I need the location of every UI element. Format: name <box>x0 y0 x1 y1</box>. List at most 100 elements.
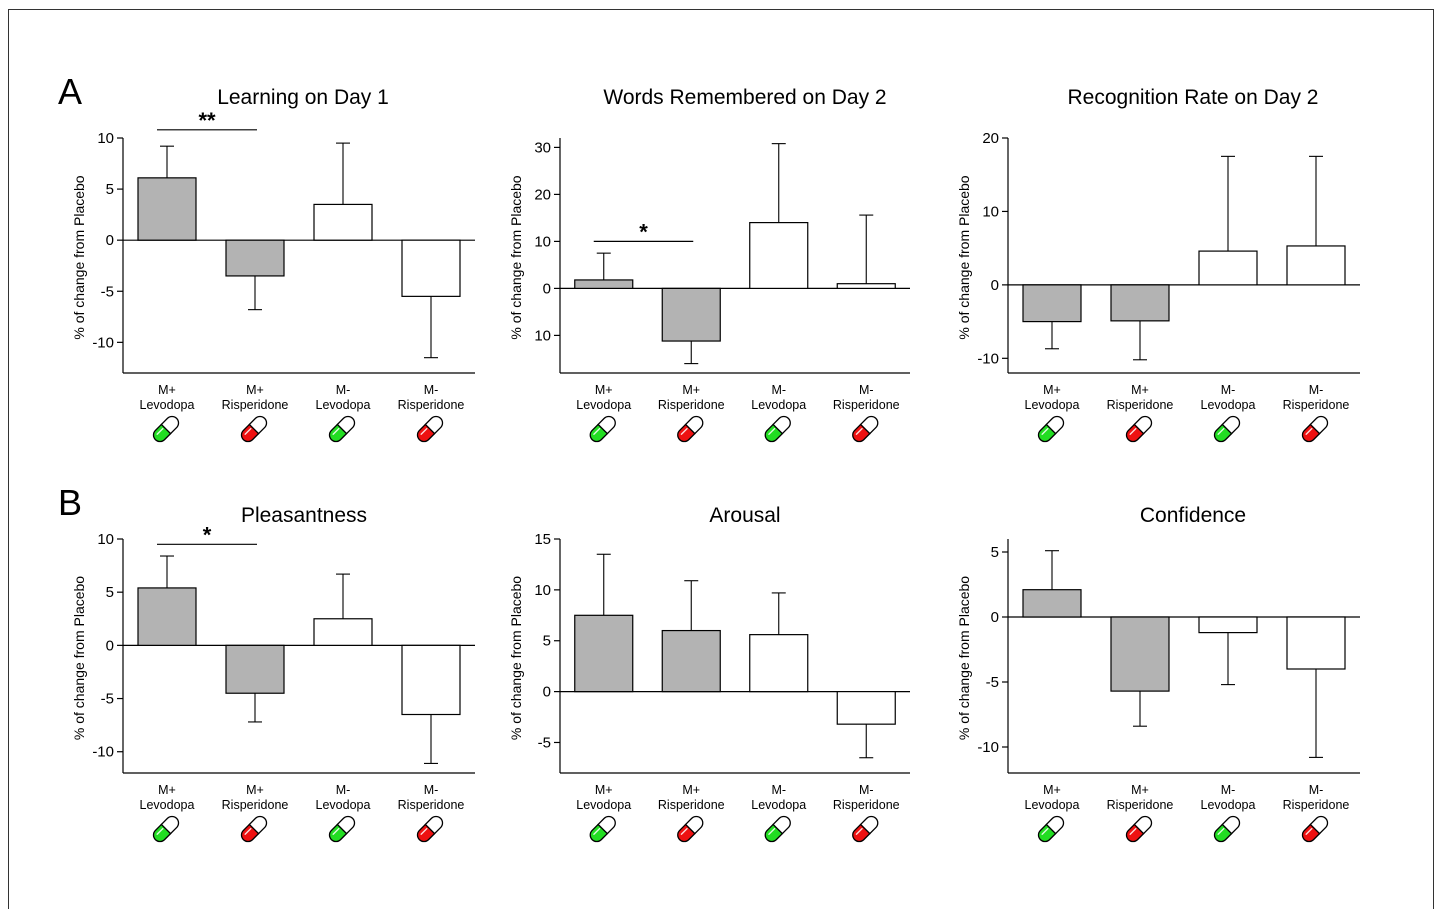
bar <box>661 287 721 342</box>
pill-icon <box>852 815 879 843</box>
x-tick-label: Risperidone <box>1283 798 1350 812</box>
y-tick-label: -10 <box>977 739 999 756</box>
x-tick-label: Risperidone <box>1107 398 1174 412</box>
pill-white-half <box>684 815 704 835</box>
chart-panel-6: Confidence % of change from Placebo 5 0 -5 -1… <box>956 504 1360 843</box>
pill-icon <box>240 815 268 843</box>
chart-panel-3: Recognition Rate on Day 2 % of change fro… <box>956 86 1360 443</box>
pill-highlight <box>1217 827 1225 836</box>
y-tick-label: 10 <box>534 327 551 344</box>
pill-highlight <box>855 827 863 836</box>
significance-label: * <box>203 522 212 547</box>
y-tick-label: 10 <box>97 531 114 548</box>
bar <box>836 691 896 725</box>
y-tick-label: -10 <box>92 334 114 351</box>
pill-icon <box>764 415 791 443</box>
pill-white-half <box>597 415 616 435</box>
x-tick-label: M+ <box>595 783 613 797</box>
bar <box>1110 284 1170 322</box>
pill-white-half <box>1309 815 1329 835</box>
bar <box>313 618 373 646</box>
pill-highlight <box>593 827 601 836</box>
chart-panel-4: Pleasantness % of change from Placebo 10 5 0… <box>71 504 475 843</box>
x-tick-label: M+ <box>246 783 264 797</box>
pill-colored-half <box>764 423 784 443</box>
x-tick-label: Risperidone <box>658 398 725 412</box>
pill-white-half <box>160 415 180 435</box>
x-tick-label: M- <box>1221 383 1236 397</box>
bar <box>1022 589 1082 618</box>
x-tick-label: Levodopa <box>751 798 806 812</box>
pill-colored-half <box>852 823 871 843</box>
y-tick-label: -10 <box>977 350 999 367</box>
pill-icon <box>1125 415 1153 443</box>
bar <box>137 177 197 241</box>
x-tick-label: M+ <box>682 783 700 797</box>
x-tick-label: Risperidone <box>1283 398 1350 412</box>
significance-label: * <box>639 219 648 244</box>
bar <box>1022 284 1082 323</box>
pill-colored-half <box>1213 823 1233 843</box>
x-tick-label: Levodopa <box>316 798 371 812</box>
pill-icon <box>852 415 879 443</box>
pill-highlight <box>768 827 776 836</box>
bar <box>574 614 634 693</box>
y-tick-label: 0 <box>991 277 999 294</box>
pill-white-half <box>248 415 268 435</box>
y-tick-label: 20 <box>982 130 999 147</box>
pill-highlight <box>1305 827 1313 836</box>
x-tick-label: Risperidone <box>658 798 725 812</box>
x-tick-label: M- <box>424 783 439 797</box>
x-tick-label: M- <box>859 783 874 797</box>
y-tick-label: 0 <box>543 684 551 701</box>
pill-highlight <box>244 427 252 436</box>
chart-title: Learning on Day 1 <box>217 86 389 109</box>
pill-colored-half <box>1301 823 1321 843</box>
x-tick-label: M+ <box>682 383 700 397</box>
pill-colored-half <box>764 823 784 843</box>
pill-highlight <box>1041 427 1049 436</box>
chart-panel-5: Arousal % of change from Placebo 15 10 5 0 -5 M… <box>508 504 910 843</box>
x-tick-label: M- <box>1309 383 1324 397</box>
pill-icon <box>1301 815 1329 843</box>
pill-icon <box>416 415 444 443</box>
pill-white-half <box>248 815 268 835</box>
x-tick-label: M- <box>424 383 439 397</box>
pill-highlight <box>156 827 164 836</box>
y-tick-label: 5 <box>991 544 999 561</box>
pill-icon <box>764 815 791 843</box>
x-tick-label: Risperidone <box>222 798 289 812</box>
x-tick-label: Levodopa <box>576 398 631 412</box>
x-tick-label: Levodopa <box>1201 398 1256 412</box>
x-tick-label: Risperidone <box>1107 798 1174 812</box>
x-tick-label: M- <box>771 383 786 397</box>
x-tick-label: M+ <box>595 383 613 397</box>
bar <box>661 629 721 693</box>
pill-colored-half <box>240 423 260 443</box>
pill-white-half <box>1133 415 1153 435</box>
y-tick-label: 0 <box>543 280 551 297</box>
pill-white-half <box>1133 815 1153 835</box>
bar <box>225 644 285 694</box>
pill-colored-half <box>152 823 172 843</box>
x-tick-label: Risperidone <box>398 398 465 412</box>
y-tick-label: -5 <box>986 674 999 691</box>
chart-title: Confidence <box>1140 504 1246 527</box>
pill-colored-half <box>677 423 696 443</box>
pill-colored-half <box>328 423 348 443</box>
bar <box>1286 616 1346 670</box>
pill-icon <box>152 415 180 443</box>
y-tick-label: 10 <box>97 130 114 147</box>
pill-white-half <box>859 815 879 835</box>
pill-icon <box>677 415 704 443</box>
y-tick-label: -5 <box>101 691 114 708</box>
pill-icon <box>1125 815 1153 843</box>
pill-colored-half <box>416 423 436 443</box>
x-tick-label: Levodopa <box>1025 798 1080 812</box>
x-tick-label: M+ <box>1131 783 1149 797</box>
pill-highlight <box>680 827 688 836</box>
pill-icon <box>328 815 356 843</box>
x-tick-label: M- <box>859 383 874 397</box>
pill-white-half <box>1221 815 1241 835</box>
bar <box>313 203 373 241</box>
